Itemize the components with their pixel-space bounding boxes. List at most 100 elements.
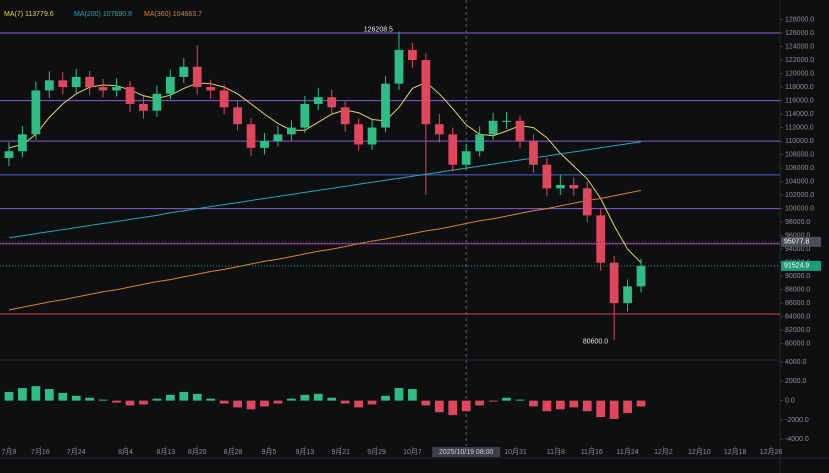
y-tick-label: 114000.0 — [785, 111, 814, 118]
macd-bar — [421, 400, 431, 406]
price-tag-bg — [781, 236, 821, 247]
macd-bar — [165, 394, 175, 401]
candle-body — [139, 103, 148, 111]
y-tick-label: 86000.0 — [785, 300, 810, 307]
candle-body — [192, 66, 202, 88]
macd-bar — [246, 400, 256, 410]
candle-body — [475, 134, 485, 152]
macd-bar — [300, 394, 310, 401]
legend-entry: MA(360) 104663.7 — [144, 11, 202, 18]
candle-body — [623, 286, 632, 304]
macd-y-tick-label: 4000.0 — [785, 359, 807, 366]
macd-bar — [502, 397, 511, 401]
x-tick-label: 8月13 — [157, 448, 176, 456]
candle-body — [31, 90, 41, 135]
macd-bar — [623, 400, 632, 414]
macd-bar — [354, 400, 363, 408]
y-tick-label: 104000.0 — [785, 178, 814, 185]
candle-body — [71, 76, 81, 88]
candle-body — [125, 87, 135, 104]
macd-bar — [98, 399, 108, 401]
macd-bar — [461, 400, 471, 412]
x-tick-label: 7月24 — [67, 448, 86, 456]
candle-body — [44, 80, 54, 91]
x-tick-label: 12月2 — [654, 448, 673, 456]
price-tag-bg — [781, 260, 821, 271]
x-tick-label: 11月24 — [617, 448, 639, 456]
candle-body — [381, 83, 390, 128]
y-tick-label: 124000.0 — [785, 43, 814, 50]
y-tick-label: 108000.0 — [785, 151, 814, 158]
y-tick-label: 112000.0 — [785, 124, 814, 131]
y-tick-label: 120000.0 — [785, 70, 814, 77]
candle-body — [287, 127, 296, 135]
y-tick-label: 122000.0 — [785, 57, 814, 64]
y-tick-label: 98000.0 — [785, 219, 810, 226]
candle-body — [58, 80, 68, 88]
macd-bar — [31, 386, 41, 401]
candle-body — [542, 164, 552, 189]
macd-bar — [139, 400, 148, 405]
y-tick-label: 110000.0 — [785, 138, 814, 145]
macd-bar — [569, 400, 579, 408]
macd-bar — [367, 400, 377, 405]
macd-bar — [233, 400, 242, 408]
price-tag: 91524.9 — [784, 263, 809, 270]
y-tick-label: 88000.0 — [785, 287, 810, 294]
candle-body — [313, 97, 323, 104]
candle-body — [609, 262, 619, 304]
macd-bar — [206, 398, 216, 401]
macd-bar — [475, 400, 485, 406]
candle-body — [421, 60, 431, 125]
macd-bar — [58, 392, 68, 401]
candle-body — [582, 188, 592, 216]
candle-body — [273, 134, 283, 142]
low-label: 80600.0 — [583, 339, 608, 346]
candle-body — [327, 97, 337, 108]
y-tick-label: 128000.0 — [785, 16, 814, 23]
ma-line — [8, 189, 642, 311]
x-tick-label: 10月31 — [504, 448, 527, 456]
macd-bar — [609, 400, 619, 419]
candle-body — [165, 76, 175, 94]
x-tick-label: 7月9 — [2, 448, 17, 456]
candle-body — [408, 49, 417, 61]
candle-body — [300, 103, 310, 128]
macd-bar — [125, 400, 135, 406]
crosshair-label: 2025/10/19 08:00 — [439, 449, 494, 456]
x-tick-label: 12月18 — [724, 448, 747, 456]
y-tick-label: 80000.0 — [785, 341, 810, 348]
candle-body — [596, 215, 606, 263]
candle-body — [340, 107, 350, 125]
macd-bar — [18, 388, 27, 401]
legend-entry: MA(7) 113779.6 — [4, 11, 54, 18]
macd-bar — [273, 400, 283, 404]
candle-body — [98, 87, 108, 91]
candle-body — [152, 93, 162, 111]
candle-body — [502, 120, 511, 122]
macd-bar — [636, 400, 646, 407]
macd-bar — [71, 395, 81, 401]
y-tick-label: 96000.0 — [785, 233, 810, 240]
macd-bar — [313, 393, 323, 401]
macd-bar — [381, 395, 390, 401]
candle-body — [367, 127, 377, 145]
x-tick-label: 12月10 — [688, 448, 711, 456]
candle-body — [448, 134, 458, 165]
legend-entry: MA(200) 107690.8 — [74, 11, 132, 18]
x-tick-label: 9月13 — [295, 448, 314, 456]
candle-body — [85, 76, 95, 88]
macd-y-tick-label: -4000.0 — [785, 436, 809, 443]
macd-y-tick-label: 0.0 — [785, 397, 795, 404]
x-tick-label: 8月28 — [224, 448, 243, 456]
candle-body — [488, 120, 498, 135]
high-label: 126208.5 — [364, 26, 393, 33]
macd-bar — [219, 400, 229, 404]
x-tick-label: 7月16 — [31, 448, 50, 456]
macd-y-tick-label: -2000.0 — [785, 417, 809, 424]
x-tick-label: 9月21 — [331, 448, 350, 456]
candle-body — [555, 185, 565, 189]
macd-bar — [408, 389, 417, 401]
candle-body — [206, 87, 216, 91]
